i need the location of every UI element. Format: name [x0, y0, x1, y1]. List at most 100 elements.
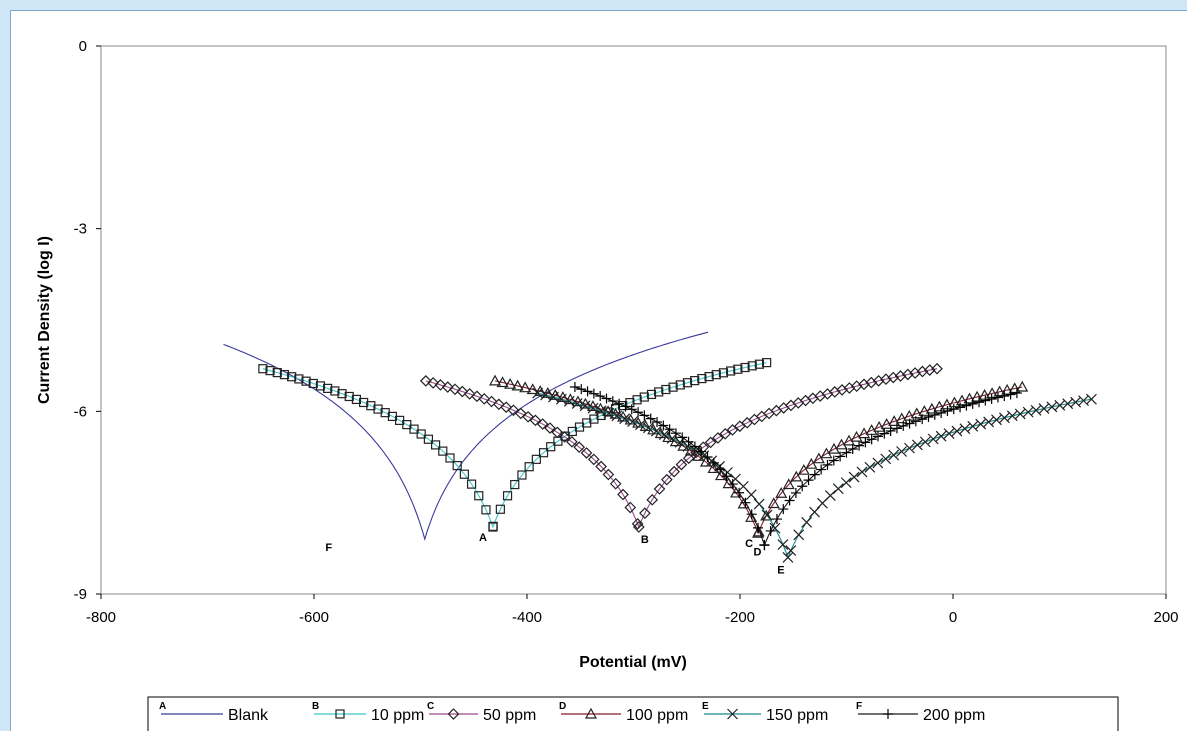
legend-letter: D — [559, 701, 566, 712]
data-point — [566, 435, 578, 448]
data-point — [872, 375, 885, 387]
data-point — [765, 525, 776, 536]
data-point — [645, 413, 656, 424]
x-tick-label: -200 — [725, 609, 755, 626]
data-point — [986, 394, 997, 405]
data-point — [519, 381, 532, 393]
data-point — [493, 398, 505, 411]
data-point — [683, 436, 694, 447]
legend-item-A: A Blank — [159, 701, 269, 724]
data-point — [931, 362, 943, 375]
data-point — [677, 432, 688, 443]
data-point — [287, 372, 297, 382]
data-point — [917, 414, 928, 425]
data-point — [258, 364, 268, 374]
data-point — [702, 452, 713, 463]
x-axis-title: Potential (mV) — [579, 654, 687, 671]
legend-letter: C — [427, 701, 434, 712]
data-point — [510, 479, 520, 490]
data-point — [330, 386, 340, 396]
data-point — [619, 413, 631, 425]
data-point — [668, 465, 680, 478]
data-point — [858, 427, 871, 439]
data-point — [971, 390, 984, 402]
data-point — [896, 446, 908, 457]
data-point — [580, 447, 593, 459]
data-point — [323, 383, 333, 393]
data-point — [782, 552, 794, 563]
data-point — [609, 477, 622, 490]
data-point — [891, 423, 902, 434]
axes-layer: -800 -600 -400 -200 0 200 0 -3 -6 -9 — [74, 38, 1179, 626]
legend-label: 200 ppm — [923, 707, 985, 724]
data-point — [531, 454, 541, 464]
data-point — [279, 370, 290, 380]
series-line — [262, 362, 767, 529]
data-point — [652, 416, 663, 427]
data-point — [463, 388, 476, 400]
data-point — [661, 384, 671, 395]
data-point — [801, 516, 813, 528]
data-point — [642, 422, 654, 434]
data-point — [449, 383, 461, 396]
data-point — [632, 395, 642, 405]
data-point — [880, 453, 892, 465]
data-point — [1005, 389, 1016, 400]
data-point — [674, 436, 686, 448]
legend-label: 150 ppm — [766, 707, 828, 724]
data-point — [635, 419, 646, 431]
x-tick-label: 0 — [949, 609, 957, 626]
data-point — [848, 471, 860, 483]
data-point — [546, 442, 556, 452]
y-tick-label: -3 — [74, 221, 87, 238]
data-point — [714, 469, 728, 481]
data-point — [620, 401, 631, 412]
legend-box — [147, 696, 1119, 731]
data-point — [614, 398, 625, 409]
data-point — [894, 370, 907, 382]
y-tick-label: -6 — [74, 403, 87, 420]
data-point — [452, 461, 462, 471]
data-point — [784, 495, 795, 506]
data-point — [471, 390, 483, 403]
data-point — [835, 451, 846, 462]
data-point — [721, 471, 732, 482]
data-point — [790, 487, 801, 498]
data-point — [272, 368, 282, 378]
data-point — [727, 479, 738, 490]
data-point — [918, 405, 931, 416]
data-point — [697, 441, 710, 454]
data-point — [983, 416, 995, 428]
data-point — [504, 377, 517, 389]
curve-labels-layer: F A B C E D — [325, 532, 784, 576]
series-C — [419, 362, 943, 533]
data-point — [704, 371, 714, 382]
data-point — [682, 378, 693, 388]
data-point — [526, 383, 539, 395]
legend-item-C: C 50 ppm — [427, 701, 536, 724]
data-point — [793, 529, 805, 541]
data-point — [895, 412, 908, 424]
data-point — [992, 392, 1003, 403]
series-line — [425, 368, 938, 529]
data-point — [841, 447, 852, 458]
data-point — [974, 397, 985, 408]
curve-label-E: E — [777, 564, 784, 576]
data-point — [850, 380, 863, 392]
data-point — [919, 436, 931, 448]
data-point — [978, 388, 991, 400]
data-point — [759, 540, 770, 551]
data-point — [711, 370, 721, 380]
data-point — [925, 402, 938, 414]
data-point — [860, 437, 871, 448]
curve-label-C: C — [745, 538, 753, 550]
data-point — [760, 509, 773, 521]
legend-letter: A — [159, 701, 166, 712]
data-point — [943, 428, 955, 440]
data-point — [797, 463, 810, 475]
data-point — [445, 453, 455, 463]
data-point — [438, 446, 448, 456]
data-point — [707, 462, 720, 474]
data-point — [434, 379, 447, 391]
data-point — [858, 378, 870, 391]
